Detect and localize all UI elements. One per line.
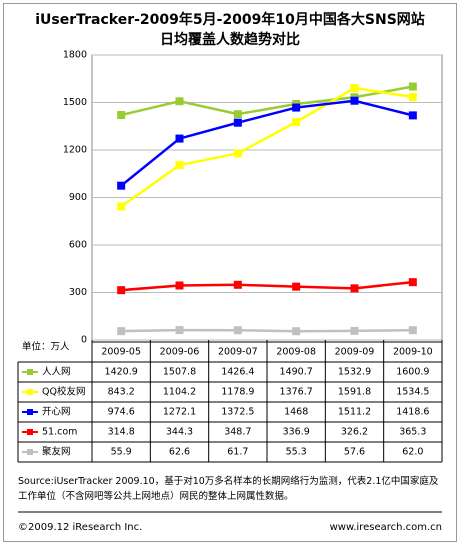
table-value: 55.9 (111, 447, 132, 458)
point (175, 97, 184, 106)
point (408, 111, 417, 120)
table-value: 974.6 (108, 407, 135, 418)
table-value: 1272.1 (163, 407, 196, 418)
unit-label: 单位：万人 (22, 341, 70, 353)
point (233, 110, 242, 119)
point (117, 111, 126, 120)
point (175, 281, 184, 290)
series-line (120, 86, 414, 208)
point (408, 326, 417, 335)
point (175, 161, 184, 170)
table-value: 314.8 (108, 427, 135, 438)
table-value: 344.3 (166, 427, 193, 438)
legend-label: 聚友网 (42, 446, 71, 458)
table-value: 1104.2 (163, 387, 196, 398)
table-value: 1490.7 (280, 367, 313, 378)
legend-marker (27, 409, 33, 415)
point (117, 202, 126, 211)
point (117, 286, 126, 295)
table-value: 336.9 (283, 427, 310, 438)
series-line (121, 280, 413, 292)
copyright: ©2009.12 iResearch Inc. (18, 522, 142, 533)
point (292, 327, 301, 336)
legend-label: 51.com (42, 427, 77, 438)
website: www.iresearch.com.cn (330, 522, 442, 533)
legend-marker (27, 369, 33, 375)
y-tick-label: 300 (69, 287, 87, 298)
table-value: 1511.2 (338, 407, 371, 418)
point (350, 284, 359, 293)
point (175, 134, 184, 143)
table-value: 365.3 (399, 427, 426, 438)
x-tick-label: 2009-05 (101, 347, 141, 358)
y-tick-label: 1200 (63, 145, 87, 156)
table-value: 55.3 (286, 447, 307, 458)
point (233, 149, 242, 158)
point (175, 326, 184, 335)
table-value: 57.6 (344, 447, 365, 458)
x-tick-label: 2009-07 (218, 347, 258, 358)
y-tick-label: 1500 (63, 97, 87, 108)
chart-subtitle: 日均覆盖人数趋势对比 (160, 31, 300, 48)
point (233, 326, 242, 335)
y-tick-label: 0 (81, 335, 87, 346)
point (350, 83, 359, 92)
x-tick-label: 2009-09 (335, 347, 375, 358)
point (292, 282, 301, 291)
series-line (121, 328, 413, 333)
table-value: 1534.5 (396, 387, 429, 398)
point (292, 103, 301, 112)
table-value: 62.0 (402, 447, 423, 458)
table-value: 1532.9 (338, 367, 371, 378)
table-value: 1600.9 (396, 367, 429, 378)
table-value: 348.7 (224, 427, 251, 438)
point (292, 118, 301, 127)
table-value: 1178.9 (221, 387, 254, 398)
table-value: 326.2 (341, 427, 368, 438)
y-tick-label: 600 (69, 240, 87, 251)
legend-label: QQ校友网 (42, 386, 85, 398)
frame (3, 3, 457, 542)
legend-marker (27, 389, 33, 395)
series-line (120, 85, 414, 117)
table-value: 62.6 (169, 447, 190, 458)
table-value: 1376.7 (280, 387, 313, 398)
point (350, 326, 359, 335)
point (350, 96, 359, 105)
x-tick-label: 2009-06 (160, 347, 200, 358)
y-tick-label: 1800 (63, 50, 87, 61)
legend-marker (27, 449, 33, 455)
x-tick-label: 2009-10 (393, 347, 433, 358)
table-value: 1468 (284, 407, 308, 418)
table-value: 61.7 (227, 447, 248, 458)
point (117, 181, 126, 190)
series-line (120, 99, 414, 187)
point (408, 82, 417, 91)
legend-label: 开心网 (42, 407, 71, 418)
chart-title: iUserTracker-2009年5月-2009年10月中国各大SNS网站 (35, 11, 425, 28)
table-value: 1507.8 (163, 367, 196, 378)
table-value: 1372.5 (221, 407, 254, 418)
source-note: Source:iUserTracker 2009.10，基于对10万多名样本的长… (18, 476, 439, 502)
table-value: 843.2 (108, 387, 135, 398)
table-value: 1418.6 (396, 407, 429, 418)
point (233, 280, 242, 289)
point (233, 118, 242, 127)
table-value: 1420.9 (105, 367, 138, 378)
y-tick-label: 900 (69, 192, 87, 203)
table-value: 1426.4 (221, 367, 254, 378)
point (408, 278, 417, 287)
point (117, 327, 126, 336)
x-tick-label: 2009-08 (276, 347, 316, 358)
legend-label: 人人网 (42, 367, 71, 378)
legend-marker (27, 429, 33, 435)
table-value: 1591.8 (338, 387, 371, 398)
point (408, 93, 417, 102)
